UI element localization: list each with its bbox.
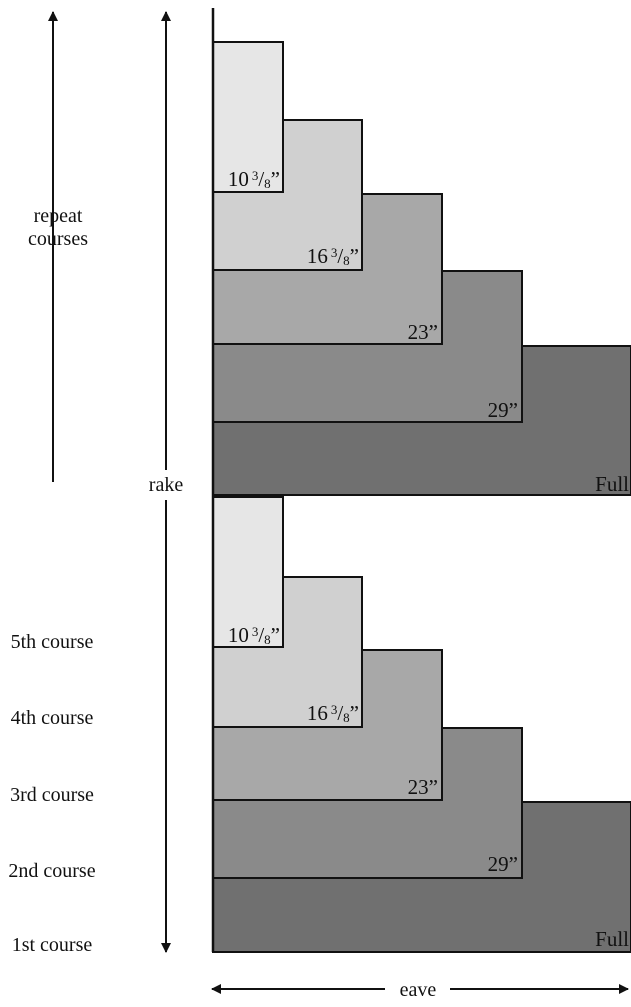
lower-label-10-3-8: 10 3/8” [228, 623, 280, 647]
upper-label-29: 29” [488, 398, 518, 422]
inch-mark: ” [350, 244, 359, 268]
course-label-1: 1st course [12, 934, 93, 956]
fraction-slash: / [337, 701, 343, 725]
fraction-slash: / [258, 167, 264, 191]
lower-label-16-3-8: 16 3/8” [307, 701, 359, 725]
fraction-denominator: 8 [264, 176, 271, 191]
fraction-denominator: 8 [264, 632, 271, 647]
repeat-label-line2: courses [28, 228, 88, 250]
fraction-numerator: 3 [331, 245, 338, 260]
whole-number: 16 [307, 701, 328, 725]
upper-label-full: Full [595, 472, 629, 496]
inch-mark: ” [271, 167, 280, 191]
course-label-3: 3rd course [10, 784, 94, 806]
fraction-slash: / [258, 623, 264, 647]
lower-label-23: 23” [408, 775, 438, 799]
upper-label-10-3-8: 10 3/8” [228, 167, 280, 191]
course-label-4: 4th course [11, 707, 94, 729]
fraction-numerator: 3 [331, 702, 338, 717]
fraction-denominator: 8 [343, 710, 350, 725]
lower-label-full: Full [595, 927, 629, 951]
lower-shingle-course-4 [212, 576, 363, 728]
lower-course-group [212, 496, 631, 953]
whole-number: 16 [307, 244, 328, 268]
fraction-denominator: 8 [343, 253, 350, 268]
eave-label: eave [400, 979, 437, 1001]
fraction-slash: / [337, 244, 343, 268]
inch-mark: ” [350, 701, 359, 725]
fraction-numerator: 3 [252, 624, 259, 639]
repeat-label-line1: repeat [34, 205, 83, 227]
upper-label-16-3-8: 16 3/8” [307, 244, 359, 268]
course-label-5: 5th course [11, 631, 94, 653]
upper-width-labels: Full 29” 23” 16 3/8” 10 3/8” [228, 167, 629, 496]
upper-course-group [212, 41, 631, 496]
lower-shingle-course-5 [212, 496, 284, 648]
lower-width-labels: Full 29” 23” 16 3/8” 10 3/8” [228, 623, 629, 951]
upper-label-23: 23” [408, 320, 438, 344]
whole-number: 10 [228, 167, 249, 191]
inch-mark: ” [271, 623, 280, 647]
course-labels: 5th course 4th course 3rd course 2nd cou… [8, 631, 95, 956]
lower-label-29: 29” [488, 852, 518, 876]
rake-label: rake [149, 474, 184, 496]
whole-number: 10 [228, 623, 249, 647]
course-label-2: 2nd course [8, 860, 95, 882]
fraction-numerator: 3 [252, 168, 259, 183]
